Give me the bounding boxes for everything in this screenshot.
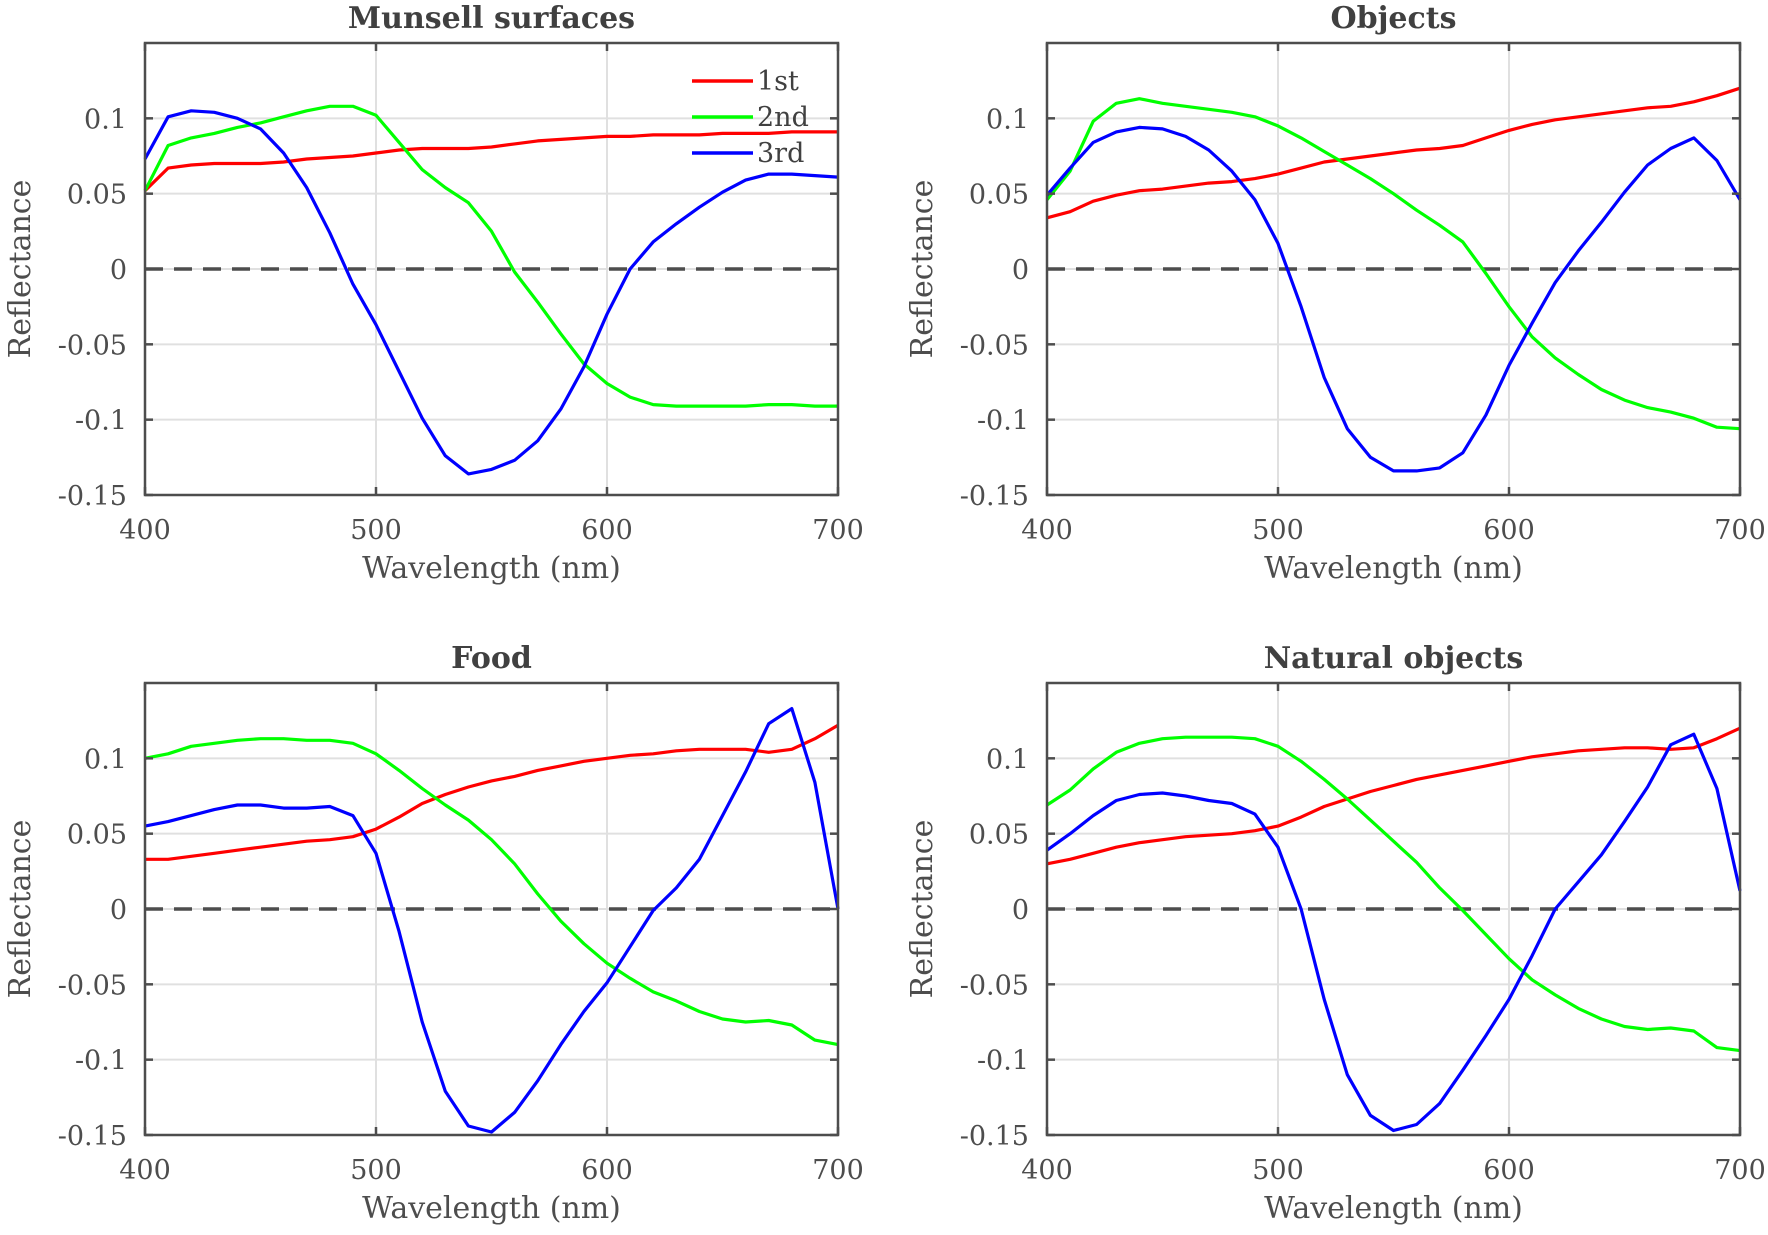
x-tick-label: 600 [1483, 515, 1535, 546]
series-line-component-1 [145, 723, 839, 861]
x-tick-label: 400 [1021, 515, 1073, 546]
y-tick-label: -0.05 [58, 330, 127, 361]
x-tick-label: 700 [812, 515, 864, 546]
series-line-component-3 [144, 706, 840, 1134]
y-tick-label: 0 [110, 255, 127, 286]
chart-title: Natural objects [1264, 641, 1524, 676]
legend: 1st 2nd 3rd [692, 66, 809, 169]
y-tick-label: -0.05 [960, 330, 1029, 361]
x-tick-label: 700 [1714, 515, 1766, 546]
y-tick-label: 0.05 [67, 180, 127, 211]
y-axis-label: Reflectance [3, 820, 38, 999]
y-axis-label: Reflectance [905, 180, 940, 359]
x-tick-label: 700 [812, 1155, 864, 1186]
series-line-component-1 [1046, 726, 1741, 866]
x-tick-label: 400 [119, 1155, 171, 1186]
y-tick-label: -0.05 [58, 970, 127, 1001]
y-axis-label: Reflectance [3, 180, 38, 359]
y-tick-label: -0.15 [58, 1121, 127, 1152]
series-line-component-2 [1046, 735, 1741, 1053]
series-line-2nd [143, 104, 838, 408]
y-tick-label: 0.1 [986, 744, 1029, 775]
x-axis-label: Wavelength (nm) [362, 1191, 621, 1226]
chart-panel-4: 400 500 600 700 -0.15 -0.1 -0.05 0 0.05 0.1 Natura… [905, 641, 1766, 1226]
series-line-component-3 [1046, 732, 1742, 1133]
x-tick-label: 400 [119, 515, 171, 546]
series-line-component-2 [1045, 97, 1741, 431]
y-tick-label: 0.05 [67, 820, 127, 851]
x-tick-label: 500 [1252, 515, 1304, 546]
chart-panel-1: 400 500 600 700 -0.15 -0.1 -0.05 0 0.05 0.1 Munsel… [3, 1, 864, 586]
x-tick-label: 700 [1714, 1155, 1766, 1186]
x-tick-label: 600 [1483, 1155, 1535, 1186]
y-tick-label: -0.15 [960, 481, 1029, 512]
chart-panel-3: 400 500 600 700 -0.15 -0.1 -0.05 0 0.05 0.1 Food Wa… [3, 641, 864, 1226]
y-tick-label: -0.15 [960, 1121, 1029, 1152]
chart-panel-2: 400 500 600 700 -0.15 -0.1 -0.05 0 0.05 0.1 Object… [905, 1, 1766, 586]
y-tick-label: -0.05 [960, 970, 1029, 1001]
legend-label: 1st [757, 66, 799, 97]
x-tick-label: 500 [350, 515, 402, 546]
chart-title: Food [451, 641, 532, 676]
x-tick-label: 600 [581, 515, 633, 546]
chart-title: Munsell surfaces [348, 1, 635, 36]
y-tick-label: 0.1 [84, 104, 127, 135]
x-axis-label: Wavelength (nm) [1264, 551, 1523, 586]
y-tick-label: -0.1 [977, 406, 1029, 437]
y-tick-label: 0.05 [969, 820, 1029, 851]
y-tick-label: 0 [1012, 255, 1029, 286]
x-tick-label: 600 [581, 1155, 633, 1186]
y-tick-label: 0 [1012, 895, 1029, 926]
x-tick-label: 500 [350, 1155, 402, 1186]
x-axis-label: Wavelength (nm) [362, 551, 621, 586]
y-tick-label: 0.05 [969, 180, 1029, 211]
y-tick-label: 0 [110, 895, 127, 926]
y-tick-label: 0.1 [986, 104, 1029, 135]
y-tick-label: -0.1 [75, 406, 127, 437]
series-line-1st [143, 130, 838, 192]
x-tick-label: 400 [1021, 1155, 1073, 1186]
y-tick-label: 0.1 [84, 744, 127, 775]
series-line-component-2 [144, 737, 839, 1047]
x-axis-label: Wavelength (nm) [1264, 1191, 1523, 1226]
legend-label: 2nd [757, 102, 809, 133]
legend-label: 3rd [757, 138, 804, 169]
y-tick-label: -0.15 [58, 481, 127, 512]
series-line-3rd [143, 109, 839, 476]
series-line-component-3 [1045, 125, 1742, 473]
chart-title: Objects [1330, 1, 1456, 36]
y-tick-label: -0.1 [977, 1046, 1029, 1077]
series-line-component-1 [1046, 86, 1741, 220]
y-tick-label: -0.1 [75, 1046, 127, 1077]
y-axis-label: Reflectance [905, 820, 940, 999]
x-tick-label: 500 [1252, 1155, 1304, 1186]
